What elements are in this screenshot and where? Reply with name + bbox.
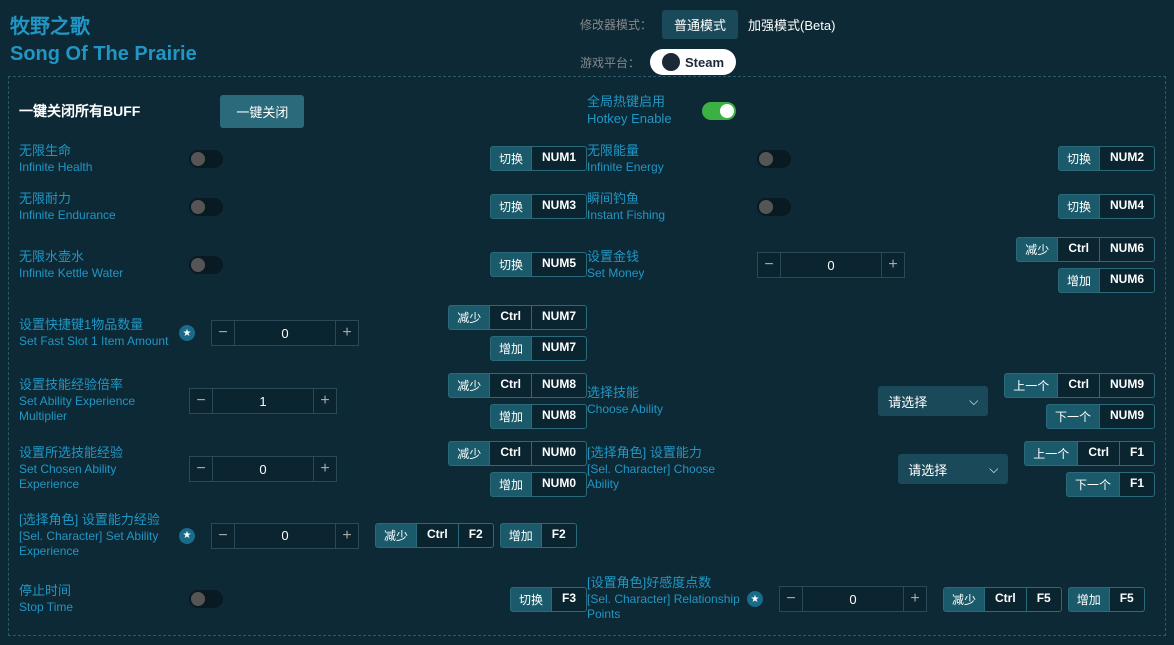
chooseability-en: Choose Ability [587, 402, 747, 418]
stoptime-cn: 停止时间 [19, 583, 179, 600]
close-all-button[interactable]: 一键关闭 [220, 95, 304, 128]
money-inc[interactable]: + [881, 252, 905, 278]
slot-cn: 设置快捷键1物品数量 [19, 317, 179, 334]
selcharability-prev-keybind[interactable]: 上一个 Ctrl F1 [1024, 441, 1155, 466]
money-en: Set Money [587, 266, 747, 282]
selcharexp-inc[interactable]: + [335, 523, 359, 549]
fishing-en: Instant Fishing [587, 208, 747, 224]
fishing-toggle[interactable] [757, 198, 791, 216]
relationship-input[interactable] [803, 586, 903, 612]
endurance-en: Infinite Endurance [19, 208, 179, 224]
expmul-cn: 设置技能经验倍率 [19, 377, 179, 394]
slot-input[interactable] [235, 320, 335, 346]
slot-dec-keybind[interactable]: 减少 Ctrl NUM7 [448, 305, 587, 330]
star-icon: ★ [747, 591, 763, 607]
expmul-inc-keybind[interactable]: 增加 NUM8 [490, 404, 587, 429]
steam-button[interactable]: Steam [650, 49, 736, 75]
stoptime-en: Stop Time [19, 600, 179, 616]
selcharexp-input[interactable] [235, 523, 335, 549]
relationship-inc-keybind[interactable]: 增加 F5 [1068, 587, 1145, 612]
expmul-en: Set Ability Experience Multiplier [19, 394, 179, 425]
chosenexp-dec[interactable]: − [189, 456, 213, 482]
chooseability-select[interactable]: 请选择 [878, 386, 988, 416]
relationship-dec-keybind[interactable]: 减少 Ctrl F5 [943, 587, 1062, 612]
expmul-inc[interactable]: + [313, 388, 337, 414]
selcharability-cn: [选择角色] 设置能力 [587, 445, 747, 462]
mode-label: 修改器模式： [580, 16, 652, 33]
energy-cn: 无限能量 [587, 143, 747, 160]
chooseability-prev-keybind[interactable]: 上一个 Ctrl NUM9 [1004, 373, 1155, 398]
platform-label: 游戏平台： [580, 54, 640, 71]
expmul-dec-keybind[interactable]: 减少 Ctrl NUM8 [448, 373, 587, 398]
close-all-label: 一键关闭所有BUFF [19, 101, 140, 121]
relationship-inc[interactable]: + [903, 586, 927, 612]
selcharexp-dec-keybind[interactable]: 减少 Ctrl F2 [375, 523, 494, 548]
chosenexp-inc[interactable]: + [313, 456, 337, 482]
money-inc-keybind[interactable]: 增加 NUM6 [1058, 268, 1155, 293]
star-icon: ★ [179, 528, 195, 544]
endurance-cn: 无限耐力 [19, 191, 179, 208]
selcharexp-en: [Sel. Character] Set Ability Experience [19, 529, 179, 560]
energy-toggle[interactable] [757, 150, 791, 168]
chosenexp-dec-keybind[interactable]: 减少 Ctrl NUM0 [448, 441, 587, 466]
stoptime-toggle[interactable] [189, 590, 223, 608]
money-dec[interactable]: − [757, 252, 781, 278]
chosenexp-input[interactable] [213, 456, 313, 482]
selcharability-en: [Sel. Character] Choose Ability [587, 462, 747, 493]
money-cn: 设置金钱 [587, 249, 747, 266]
health-toggle[interactable] [189, 150, 223, 168]
kettle-en: Infinite Kettle Water [19, 266, 179, 282]
steam-icon [662, 53, 680, 71]
slot-dec[interactable]: − [211, 320, 235, 346]
selcharexp-dec[interactable]: − [211, 523, 235, 549]
hotkey-cn: 全局热键启用 [587, 94, 672, 111]
money-dec-keybind[interactable]: 减少 Ctrl NUM6 [1016, 237, 1155, 262]
kettle-keybind[interactable]: 切换 NUM5 [490, 252, 587, 277]
stoptime-keybind[interactable]: 切换 F3 [510, 587, 587, 612]
slot-inc-keybind[interactable]: 增加 NUM7 [490, 336, 587, 361]
energy-en: Infinite Energy [587, 160, 747, 176]
relationship-en: [Sel. Character] Relationship Points [587, 592, 747, 623]
chooseability-cn: 选择技能 [587, 385, 747, 402]
hotkey-en: Hotkey Enable [587, 111, 672, 128]
money-input[interactable] [781, 252, 881, 278]
expmul-dec[interactable]: − [189, 388, 213, 414]
kettle-toggle[interactable] [189, 256, 223, 274]
expmul-input[interactable] [213, 388, 313, 414]
health-en: Infinite Health [19, 160, 179, 176]
fishing-keybind[interactable]: 切换 NUM4 [1058, 194, 1155, 219]
endurance-keybind[interactable]: 切换 NUM3 [490, 194, 587, 219]
mode-normal-button[interactable]: 普通模式 [662, 10, 738, 39]
health-cn: 无限生命 [19, 143, 179, 160]
health-keybind[interactable]: 切换 NUM1 [490, 146, 587, 171]
selcharexp-cn: [选择角色] 设置能力经验 [19, 512, 179, 529]
slot-inc[interactable]: + [335, 320, 359, 346]
selcharability-select[interactable]: 请选择 [898, 454, 1008, 484]
relationship-dec[interactable]: − [779, 586, 803, 612]
slot-en: Set Fast Slot 1 Item Amount [19, 334, 179, 350]
chosenexp-en: Set Chosen Ability Experience [19, 462, 179, 493]
endurance-toggle[interactable] [189, 198, 223, 216]
chosenexp-inc-keybind[interactable]: 增加 NUM0 [490, 472, 587, 497]
chooseability-next-keybind[interactable]: 下一个 NUM9 [1046, 404, 1155, 429]
chosenexp-cn: 设置所选技能经验 [19, 445, 179, 462]
energy-keybind[interactable]: 切换 NUM2 [1058, 146, 1155, 171]
kettle-cn: 无限水壶水 [19, 249, 179, 266]
mode-enhanced[interactable]: 加强模式(Beta) [748, 15, 835, 34]
selcharexp-inc-keybind[interactable]: 增加 F2 [500, 523, 577, 548]
star-icon: ★ [179, 325, 195, 341]
fishing-cn: 瞬间钓鱼 [587, 191, 747, 208]
selcharability-next-keybind[interactable]: 下一个 F1 [1066, 472, 1155, 497]
steam-label: Steam [685, 55, 724, 70]
relationship-cn: [设置角色]好感度点数 [587, 575, 747, 592]
hotkey-toggle[interactable] [702, 102, 736, 120]
